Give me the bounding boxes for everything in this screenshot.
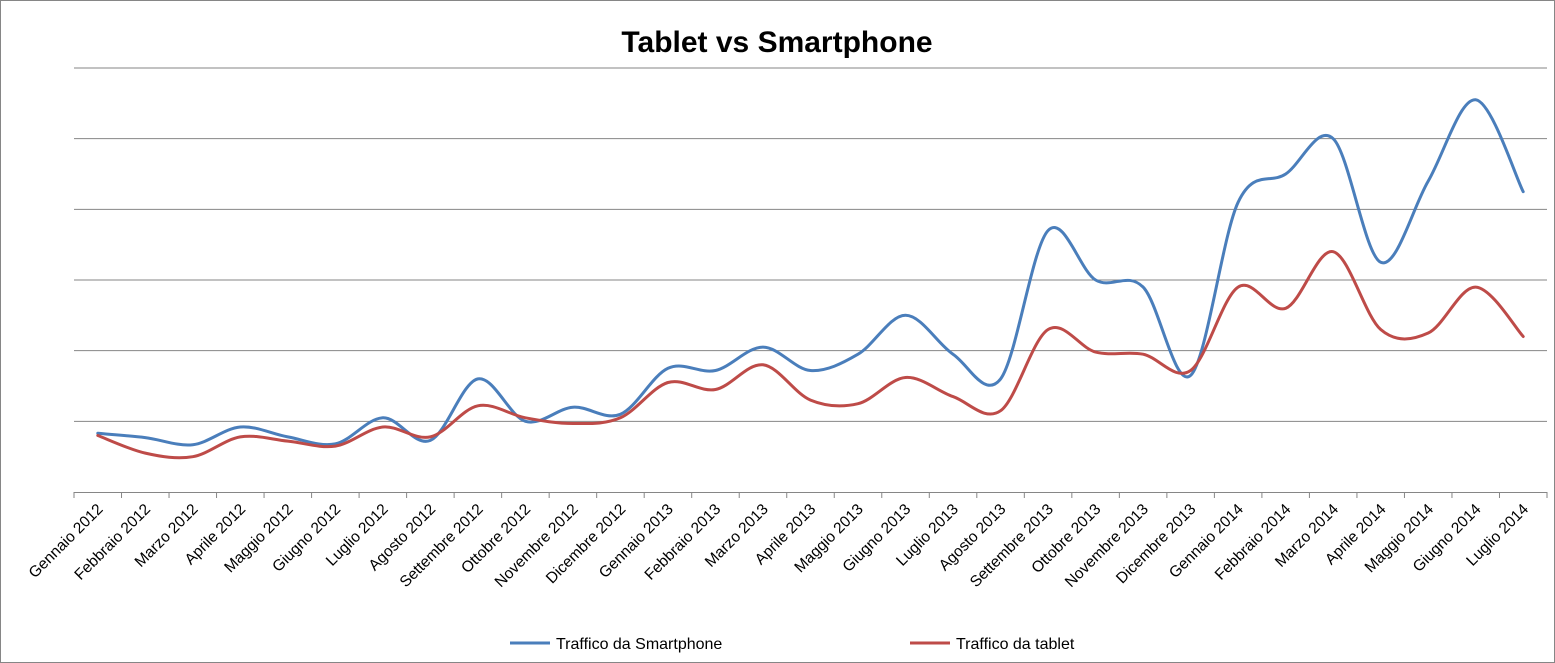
legend-label: Traffico da Smartphone xyxy=(556,636,722,653)
series-line-2 xyxy=(96,250,1525,460)
x-tick-label: Novembre 2012 xyxy=(492,501,582,591)
legend-label: Traffico da tablet xyxy=(956,636,1075,653)
x-tick-label: Novembre 2013 xyxy=(1062,501,1152,591)
series-line-1 xyxy=(96,98,1525,447)
gridlines xyxy=(74,67,1547,422)
x-tick-label: Settembre 2013 xyxy=(967,501,1057,591)
series-lines xyxy=(96,98,1525,460)
x-tick-label: Settembre 2012 xyxy=(397,501,487,591)
legend: Traffico da Smartphone Traffico da tablet xyxy=(510,636,1075,653)
chart-title: Tablet vs Smartphone xyxy=(621,26,932,59)
